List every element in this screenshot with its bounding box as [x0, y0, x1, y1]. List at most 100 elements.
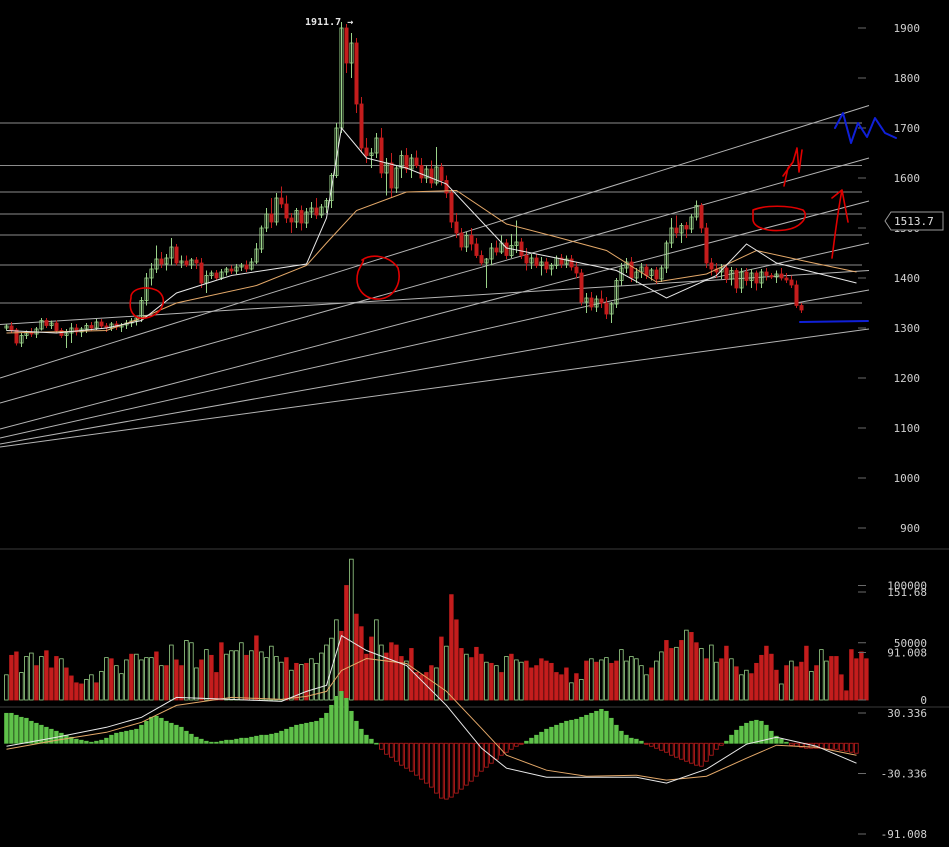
- trendlines: [0, 105, 870, 448]
- candle: [144, 273, 149, 306]
- macd-histogram-bar: [854, 742, 859, 754]
- candle-body: [599, 298, 604, 304]
- macd-histogram-bar: [119, 731, 124, 744]
- candle: [434, 147, 439, 186]
- candle: [589, 292, 594, 311]
- macd-histogram-bar: [524, 740, 529, 744]
- candle: [684, 222, 689, 238]
- macd-axis-label: 91.008: [887, 647, 927, 660]
- candle: [424, 165, 429, 183]
- volume-bar: [114, 665, 119, 701]
- blue-freehand-drawing: [799, 320, 869, 323]
- candle: [789, 275, 794, 288]
- candle: [509, 234, 514, 258]
- macd-histogram-bar: [599, 708, 604, 744]
- price-axis-label: 1900: [894, 22, 921, 35]
- volume-bar: [449, 594, 454, 701]
- volume-bar: [344, 585, 349, 701]
- candle-body: [684, 225, 689, 230]
- price-axis-label: 1800: [894, 72, 921, 85]
- candle: [654, 267, 659, 284]
- candle: [699, 203, 704, 233]
- volume-bar: [359, 626, 364, 701]
- volume-bar: [419, 674, 424, 701]
- price-pane[interactable]: 1900180017001600150014001300120011001000…: [0, 17, 944, 535]
- volume-bar: [144, 657, 149, 701]
- volume-bar: [694, 642, 699, 701]
- volume-bar: [49, 667, 54, 701]
- last-price-tag[interactable]: 1513.7: [884, 211, 944, 231]
- macd-histogram-bar: [104, 737, 109, 744]
- candle-body: [749, 272, 754, 281]
- macd-histogram-bar: [379, 742, 384, 750]
- candle: [344, 24, 349, 73]
- candle-body: [744, 271, 749, 281]
- volume-bar: [454, 619, 459, 701]
- volume-bar: [4, 674, 9, 701]
- macd-axis: 151.68 91.008 30.336 -30.336 -91.008: [858, 586, 927, 841]
- candle-body: [314, 207, 319, 216]
- macd-histogram-bar: [254, 735, 259, 744]
- price-axis-label: 1000: [894, 472, 921, 485]
- macd-histogram-bar: [849, 742, 854, 753]
- macd-histogram-bar: [584, 714, 589, 744]
- macd-histogram-bar: [139, 724, 144, 744]
- candle: [664, 240, 669, 273]
- candle-body: [594, 298, 599, 308]
- macd-histogram-bar: [744, 722, 749, 744]
- volume-bar: [14, 651, 19, 701]
- candle: [159, 252, 164, 268]
- volume-axis-label: 50000: [894, 637, 927, 650]
- candle-body: [569, 258, 574, 268]
- price-axis: 1900180017001600150014001300120011001000…: [858, 22, 920, 535]
- macd-histogram-bar: [259, 734, 264, 744]
- candle-body: [49, 322, 54, 326]
- volume-bar: [309, 658, 314, 701]
- volume-bar: [44, 650, 49, 701]
- macd-histogram-bar: [754, 719, 759, 744]
- macd-pane[interactable]: 151.68 91.008 30.336 -30.336 -91.008: [4, 586, 927, 841]
- volume-bar: [684, 629, 689, 701]
- candle: [294, 208, 299, 228]
- volume-bar: [434, 667, 439, 701]
- moving-average-fast-line: [6, 126, 857, 334]
- volume-bar: [444, 645, 449, 701]
- volume-bar: [594, 661, 599, 701]
- macd-histogram-bar: [534, 734, 539, 744]
- volume-bar: [564, 667, 569, 701]
- volume-bar: [569, 682, 574, 701]
- candle-body: [789, 279, 794, 286]
- candle: [354, 38, 359, 113]
- volume-pane[interactable]: 100000 50000 0: [4, 558, 927, 707]
- trendline: [0, 328, 870, 448]
- volume-bar: [474, 646, 479, 701]
- macd-histogram-bar: [229, 739, 234, 744]
- volume-bar: [54, 656, 59, 701]
- macd-histogram-bar: [404, 742, 409, 769]
- candle: [394, 165, 399, 193]
- macd-histogram-bar: [439, 742, 444, 799]
- candle: [514, 220, 519, 253]
- macd-histogram-bar: [539, 731, 544, 744]
- candle: [369, 148, 374, 168]
- volume-bar: [94, 682, 99, 701]
- candle-body: [699, 205, 704, 229]
- macd-histogram-bar: [569, 719, 574, 744]
- candle-body: [109, 323, 114, 329]
- macd-histogram-bar: [589, 712, 594, 744]
- volume-bar: [189, 642, 194, 701]
- candle-body: [319, 206, 324, 216]
- candle-body: [539, 261, 544, 266]
- volume-bar: [264, 657, 269, 701]
- macd-histogram-bar: [49, 728, 54, 744]
- candle-body: [74, 327, 79, 333]
- candle-body: [469, 235, 474, 245]
- candle: [584, 293, 589, 313]
- volume-bar: [859, 651, 864, 701]
- macd-histogram-bar: [224, 739, 229, 744]
- macd-histogram-bar: [639, 740, 644, 744]
- moving-averages: [6, 126, 857, 334]
- candle: [389, 153, 394, 198]
- candle-body: [694, 205, 699, 218]
